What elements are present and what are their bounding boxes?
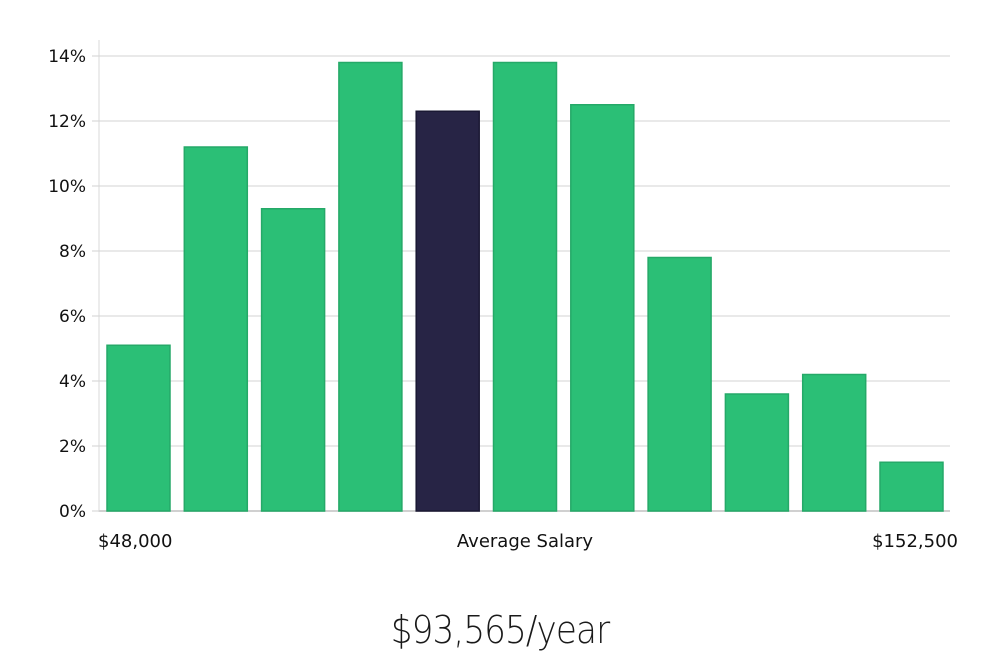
bar bbox=[106, 344, 171, 512]
bar-average-salary bbox=[415, 110, 480, 512]
y-tick-label: 12% bbox=[48, 112, 86, 132]
y-tick-label: 6% bbox=[59, 307, 86, 327]
x-label-center: Average Salary bbox=[457, 531, 594, 552]
x-label-min: $48,000 bbox=[98, 531, 172, 552]
y-tick-label: 8% bbox=[59, 242, 86, 262]
bar bbox=[724, 393, 790, 512]
bar bbox=[338, 61, 403, 512]
bar bbox=[647, 256, 712, 512]
bar bbox=[492, 61, 558, 512]
y-tick-label: 0% bbox=[59, 502, 86, 522]
average-salary-value: $93,565/year bbox=[390, 608, 610, 652]
bar bbox=[183, 146, 249, 512]
y-tick-label: 10% bbox=[48, 177, 86, 197]
y-tick-label: 14% bbox=[48, 47, 86, 67]
y-tick-label: 4% bbox=[59, 372, 86, 392]
bar bbox=[879, 461, 944, 512]
bar bbox=[570, 104, 635, 512]
bar bbox=[260, 208, 326, 512]
x-label-max: $152,500 bbox=[872, 531, 958, 552]
y-tick-label: 2% bbox=[59, 437, 86, 457]
salary-histogram: 0% 2% 4% 6% 8% 10% 12% 14% $48,000 Average Sala… bbox=[48, 40, 958, 552]
bar bbox=[801, 373, 867, 512]
